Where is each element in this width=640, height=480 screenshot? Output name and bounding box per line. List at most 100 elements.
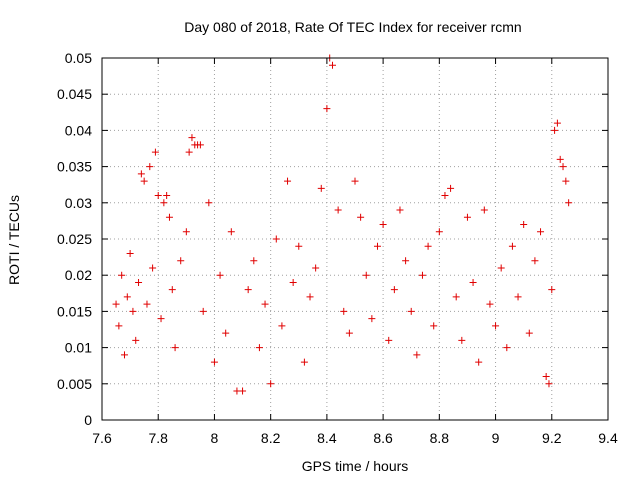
data-point bbox=[323, 105, 331, 113]
data-point bbox=[458, 336, 466, 344]
y-tick-label: 0.03 bbox=[65, 195, 92, 211]
data-point bbox=[430, 322, 438, 330]
data-point bbox=[120, 351, 128, 359]
data-point bbox=[129, 307, 137, 315]
data-point bbox=[407, 307, 415, 315]
data-point bbox=[165, 213, 173, 221]
data-point bbox=[163, 192, 171, 200]
axis-ticks bbox=[101, 57, 609, 421]
data-point bbox=[435, 228, 443, 236]
y-axis-label: ROTI / TECUs bbox=[6, 195, 22, 285]
x-tick-label: 7.6 bbox=[92, 430, 112, 446]
data-point bbox=[132, 336, 140, 344]
x-tick-label: 9 bbox=[492, 430, 500, 446]
data-point bbox=[351, 177, 359, 185]
data-point bbox=[565, 199, 573, 207]
data-point bbox=[390, 286, 398, 294]
chart-title: Day 080 of 2018, Rate Of TEC Index for r… bbox=[184, 19, 521, 35]
data-point bbox=[441, 192, 449, 200]
data-point bbox=[556, 155, 564, 163]
data-point bbox=[379, 221, 387, 229]
data-point bbox=[385, 336, 393, 344]
data-point bbox=[227, 228, 235, 236]
data-point bbox=[118, 271, 126, 279]
data-point bbox=[255, 344, 263, 352]
x-tick-label: 8.8 bbox=[430, 430, 450, 446]
x-tick-label: 9.4 bbox=[598, 430, 618, 446]
data-point bbox=[272, 235, 280, 243]
data-point bbox=[525, 329, 533, 337]
data-point bbox=[469, 278, 477, 286]
grid bbox=[102, 58, 608, 420]
data-point bbox=[199, 307, 207, 315]
data-point bbox=[126, 249, 134, 257]
data-points bbox=[112, 54, 573, 395]
y-tick-label: 0.01 bbox=[65, 340, 92, 356]
data-point bbox=[447, 184, 455, 192]
x-tick-label: 8.4 bbox=[317, 430, 337, 446]
data-point bbox=[503, 344, 511, 352]
data-point bbox=[475, 358, 483, 366]
y-tick-label: 0.045 bbox=[57, 86, 92, 102]
data-point bbox=[143, 300, 151, 308]
data-point bbox=[222, 329, 230, 337]
data-point bbox=[329, 61, 337, 69]
data-point bbox=[146, 163, 154, 171]
data-point bbox=[402, 257, 410, 265]
data-point bbox=[531, 257, 539, 265]
data-point bbox=[312, 264, 320, 272]
data-point bbox=[182, 228, 190, 236]
data-point bbox=[261, 300, 269, 308]
data-point bbox=[508, 242, 516, 250]
data-point bbox=[357, 213, 365, 221]
data-point bbox=[185, 148, 193, 156]
y-tick-label: 0.005 bbox=[57, 376, 92, 392]
data-point bbox=[480, 206, 488, 214]
data-point bbox=[135, 278, 143, 286]
data-point bbox=[137, 170, 145, 178]
data-point bbox=[537, 228, 545, 236]
data-point bbox=[514, 293, 522, 301]
x-axis-tick-labels: 7.6 7.8 8 8.2 8.4 8.6 8.8 9 9.2 9.4 bbox=[92, 430, 618, 446]
data-point bbox=[562, 177, 570, 185]
y-tick-label: 0.04 bbox=[65, 122, 92, 138]
data-point bbox=[300, 358, 308, 366]
x-tick-label: 9.2 bbox=[542, 430, 562, 446]
data-point bbox=[289, 278, 297, 286]
data-point bbox=[171, 344, 179, 352]
x-tick-label: 8 bbox=[211, 430, 219, 446]
data-point bbox=[317, 184, 325, 192]
data-point bbox=[239, 387, 247, 395]
data-point bbox=[196, 141, 204, 149]
data-point bbox=[368, 315, 376, 323]
data-point bbox=[177, 257, 185, 265]
data-point bbox=[140, 177, 148, 185]
data-point bbox=[149, 264, 157, 272]
data-point bbox=[250, 257, 258, 265]
y-tick-label: 0.05 bbox=[65, 50, 92, 66]
data-point bbox=[362, 271, 370, 279]
y-tick-label: 0.025 bbox=[57, 231, 92, 247]
data-point bbox=[244, 286, 252, 294]
data-point bbox=[157, 315, 165, 323]
data-point bbox=[486, 300, 494, 308]
data-point bbox=[463, 213, 471, 221]
y-axis-tick-labels: 0 0.005 0.01 0.015 0.02 0.025 0.03 0.035 0.04 0.0… bbox=[57, 50, 92, 428]
data-point bbox=[548, 286, 556, 294]
data-point bbox=[542, 373, 550, 381]
data-point bbox=[551, 126, 559, 134]
x-tick-label: 7.8 bbox=[148, 430, 168, 446]
data-point bbox=[295, 242, 303, 250]
data-point bbox=[492, 322, 500, 330]
data-point bbox=[553, 119, 561, 127]
y-tick-label: 0.035 bbox=[57, 159, 92, 175]
data-point bbox=[497, 264, 505, 272]
data-point bbox=[188, 134, 196, 142]
y-tick-label: 0.015 bbox=[57, 303, 92, 319]
data-point bbox=[154, 192, 162, 200]
data-point bbox=[278, 322, 286, 330]
data-point bbox=[340, 307, 348, 315]
data-point bbox=[424, 242, 432, 250]
y-tick-label: 0.02 bbox=[65, 267, 92, 283]
